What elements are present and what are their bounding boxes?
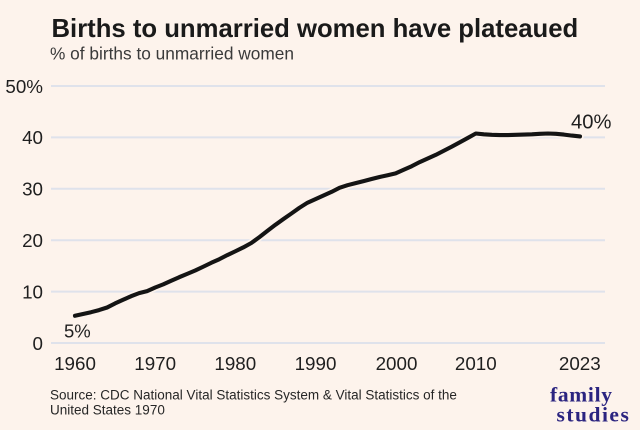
- svg-text:0: 0: [33, 333, 43, 354]
- svg-text:50%: 50%: [5, 76, 43, 97]
- svg-text:30: 30: [22, 179, 43, 200]
- svg-text:2023: 2023: [559, 353, 601, 374]
- svg-text:1980: 1980: [214, 353, 256, 374]
- svg-text:1960: 1960: [54, 353, 96, 374]
- svg-text:United States 1970: United States 1970: [50, 403, 165, 418]
- svg-text:10: 10: [22, 281, 43, 302]
- svg-text:40%: 40%: [571, 111, 611, 133]
- svg-text:5%: 5%: [64, 320, 91, 341]
- svg-text:1970: 1970: [134, 353, 176, 374]
- svg-text:2010: 2010: [455, 353, 497, 374]
- svg-text:40: 40: [22, 127, 43, 148]
- svg-text:Births to unmarried women have: Births to unmarried women have plateaued: [52, 15, 579, 43]
- svg-text:studies: studies: [557, 403, 631, 427]
- svg-text:20: 20: [22, 230, 43, 251]
- svg-text:Source: CDC National Vital Sta: Source: CDC National Vital Statistics Sy…: [50, 388, 457, 403]
- svg-text:2000: 2000: [376, 353, 418, 374]
- svg-text:1990: 1990: [295, 353, 337, 374]
- svg-text:family: family: [550, 383, 613, 407]
- svg-text:% of births to unmarried women: % of births to unmarried women: [50, 44, 294, 64]
